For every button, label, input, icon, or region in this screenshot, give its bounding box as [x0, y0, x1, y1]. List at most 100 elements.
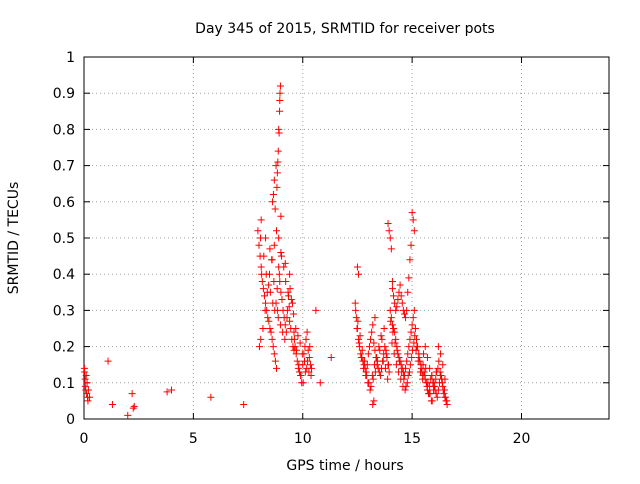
- data-points: [80, 82, 451, 419]
- x-tick-label: 20: [513, 431, 531, 447]
- data-point: [270, 277, 278, 285]
- data-point: [307, 372, 315, 380]
- data-point: [434, 343, 442, 351]
- data-point: [413, 335, 420, 343]
- data-point: [368, 328, 376, 336]
- data-point: [369, 401, 377, 409]
- data-point: [84, 386, 92, 394]
- data-point: [266, 245, 274, 253]
- data-point: [406, 361, 414, 369]
- data-point: [282, 277, 290, 285]
- data-point: [268, 335, 276, 343]
- data-point: [85, 393, 93, 401]
- data-point: [267, 328, 275, 336]
- data-point: [380, 325, 388, 332]
- data-point: [437, 372, 445, 380]
- data-point: [104, 357, 112, 365]
- data-point: [81, 375, 89, 383]
- data-point: [396, 281, 404, 289]
- x-tick-label: 15: [403, 431, 421, 447]
- data-point: [273, 169, 281, 177]
- data-point: [440, 390, 448, 398]
- data-point: [287, 296, 295, 304]
- data-point: [430, 379, 438, 387]
- data-point: [421, 372, 429, 380]
- data-point: [286, 270, 294, 278]
- data-point: [316, 379, 324, 387]
- chart-title: Day 345 of 2015, SRMTID for receiver pot…: [195, 21, 495, 37]
- data-point: [428, 372, 436, 380]
- data-point: [130, 402, 138, 410]
- data-point: [271, 205, 279, 213]
- data-point: [412, 346, 420, 354]
- data-point: [388, 277, 396, 285]
- data-point: [281, 335, 289, 343]
- data-point: [83, 379, 91, 387]
- data-point: [273, 183, 281, 191]
- data-point: [404, 350, 412, 358]
- data-point: [433, 393, 441, 401]
- data-point: [258, 277, 266, 285]
- data-point: [284, 288, 292, 296]
- data-point: [262, 270, 270, 278]
- data-point: [420, 350, 427, 358]
- data-point: [390, 325, 398, 332]
- data-point: [261, 306, 269, 314]
- data-point: [108, 401, 116, 409]
- data-point: [432, 375, 440, 383]
- data-point: [413, 343, 421, 351]
- data-point: [273, 364, 280, 372]
- data-point: [295, 368, 303, 376]
- data-point: [290, 328, 298, 336]
- data-point: [408, 321, 416, 329]
- y-tick-label: 0.4: [53, 267, 75, 283]
- x-axis-label: GPS time / hours: [286, 458, 403, 474]
- data-point: [296, 339, 304, 347]
- data-point: [265, 281, 273, 289]
- data-point: [441, 393, 449, 401]
- data-point: [424, 379, 432, 387]
- data-point: [399, 306, 407, 314]
- data-point: [376, 372, 384, 380]
- data-point: [274, 314, 282, 322]
- data-point: [294, 332, 302, 340]
- data-point: [369, 375, 377, 383]
- data-point: [381, 343, 389, 351]
- data-point: [255, 343, 263, 351]
- data-point: [392, 306, 400, 314]
- data-point: [386, 234, 394, 242]
- data-point: [398, 299, 406, 307]
- data-point: [283, 314, 291, 322]
- data-point: [276, 82, 284, 90]
- data-point: [384, 220, 392, 228]
- data-point: [312, 306, 320, 314]
- x-tick-label: 10: [294, 431, 312, 447]
- data-point: [306, 361, 314, 369]
- data-point: [392, 335, 400, 343]
- data-point: [364, 379, 372, 387]
- data-point: [432, 368, 440, 376]
- data-point: [274, 147, 282, 155]
- data-point: [410, 339, 418, 347]
- data-point: [306, 343, 314, 351]
- data-point: [393, 346, 401, 354]
- data-point: [390, 292, 398, 300]
- data-point: [276, 321, 284, 329]
- data-point: [290, 310, 298, 318]
- data-point: [370, 339, 378, 347]
- data-point: [353, 325, 361, 332]
- data-point: [124, 411, 132, 419]
- data-point: [84, 397, 92, 405]
- data-point: [276, 107, 284, 115]
- data-point: [257, 335, 265, 343]
- data-point: [407, 328, 415, 336]
- data-point: [388, 339, 396, 347]
- data-point: [283, 306, 291, 314]
- data-point: [411, 325, 419, 332]
- data-point: [425, 390, 433, 398]
- data-point: [275, 270, 283, 278]
- data-point: [288, 299, 296, 307]
- data-point: [378, 335, 386, 343]
- data-point: [393, 303, 401, 311]
